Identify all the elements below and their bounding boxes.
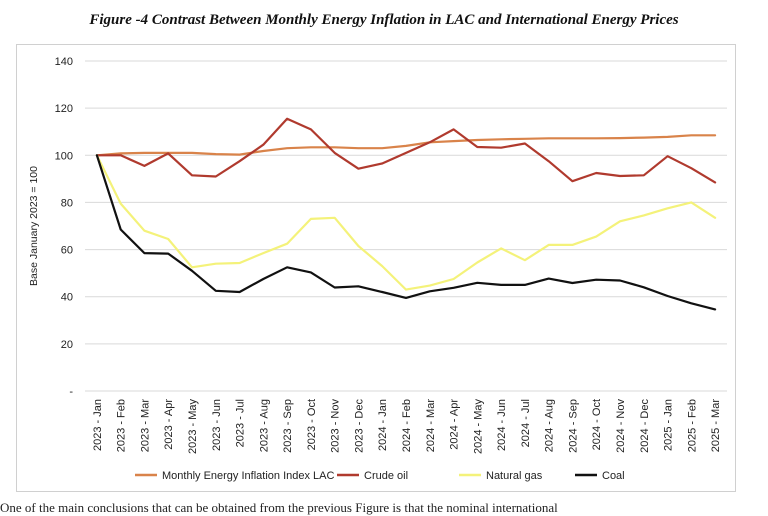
x-tick-label: 2025 - Feb bbox=[686, 399, 698, 452]
y-tick-label: 20 bbox=[61, 339, 73, 351]
legend-label: Crude oil bbox=[364, 470, 408, 482]
series-line bbox=[95, 134, 717, 157]
x-tick-label: 2024 - Mar bbox=[425, 399, 437, 453]
y-tick-label: 80 bbox=[61, 197, 73, 209]
energy-price-chart: - 20 40 60 80 100 120 140 Base January 2023 = 10… bbox=[28, 56, 727, 482]
x-tick-label: 2024 - Jan bbox=[377, 399, 389, 451]
body-text: One of the main conclusions that can be … bbox=[0, 500, 558, 515]
x-tick-label: 2024 - Sep bbox=[567, 399, 579, 453]
x-tick-label: 2023 - Oct bbox=[306, 399, 318, 450]
legend-label: Coal bbox=[602, 470, 625, 482]
y-tick-label: 100 bbox=[55, 150, 73, 162]
x-tick-label: 2024 - Feb bbox=[401, 399, 413, 452]
y-axis-label: Base January 2023 = 100 bbox=[28, 166, 40, 286]
y-tick-label: 120 bbox=[55, 103, 73, 115]
chart-frame: - 20 40 60 80 100 120 140 Base January 2023 = 10… bbox=[16, 44, 736, 492]
x-tick-label: 2024 - Oct bbox=[591, 399, 603, 450]
series-line bbox=[95, 154, 717, 291]
x-tick-label: 2023 - Aug bbox=[258, 399, 270, 452]
x-tick-label: 2025 - Mar bbox=[710, 399, 722, 453]
x-tick-label: 2023 - Jul bbox=[235, 399, 247, 447]
x-tick-label: 2023 - May bbox=[187, 399, 199, 455]
series-line bbox=[95, 117, 717, 184]
x-tick-label: 2023 - Feb bbox=[116, 399, 128, 452]
x-tick-label: 2024 - Jul bbox=[520, 399, 532, 447]
series-line bbox=[95, 154, 717, 311]
x-tick-label: 2023 - Apr bbox=[163, 399, 175, 450]
y-tick-label: 140 bbox=[55, 56, 73, 68]
x-tick-label: 2023 - Mar bbox=[139, 399, 151, 453]
legend-label: Natural gas bbox=[486, 470, 543, 482]
y-tick-label: 40 bbox=[61, 292, 73, 304]
x-tick-label: 2023 - Nov bbox=[330, 399, 342, 453]
x-tick-label: 2023 - Jan bbox=[92, 399, 104, 451]
y-tick-label: - bbox=[69, 386, 73, 398]
x-tick-label: 2023 - Jun bbox=[211, 399, 223, 451]
figure-title: Figure -4 Contrast Between Monthly Energ… bbox=[89, 12, 679, 28]
x-tick-label: 2024 - Nov bbox=[615, 399, 627, 453]
x-tick-label: 2024 - Apr bbox=[449, 399, 461, 450]
y-tick-label: 60 bbox=[61, 245, 73, 257]
x-tick-label: 2024 - May bbox=[472, 399, 484, 455]
x-tick-label: 2024 - Dec bbox=[639, 399, 651, 453]
x-tick-label: 2023 - Dec bbox=[353, 399, 365, 453]
legend-label: Monthly Energy Inflation Index LAC bbox=[162, 470, 334, 482]
x-tick-label: 2024 - Jun bbox=[496, 399, 508, 451]
x-tick-label: 2023 - Sep bbox=[282, 399, 294, 453]
x-tick-label: 2025 - Jan bbox=[663, 399, 675, 451]
x-tick-label: 2024 - Aug bbox=[544, 399, 556, 452]
